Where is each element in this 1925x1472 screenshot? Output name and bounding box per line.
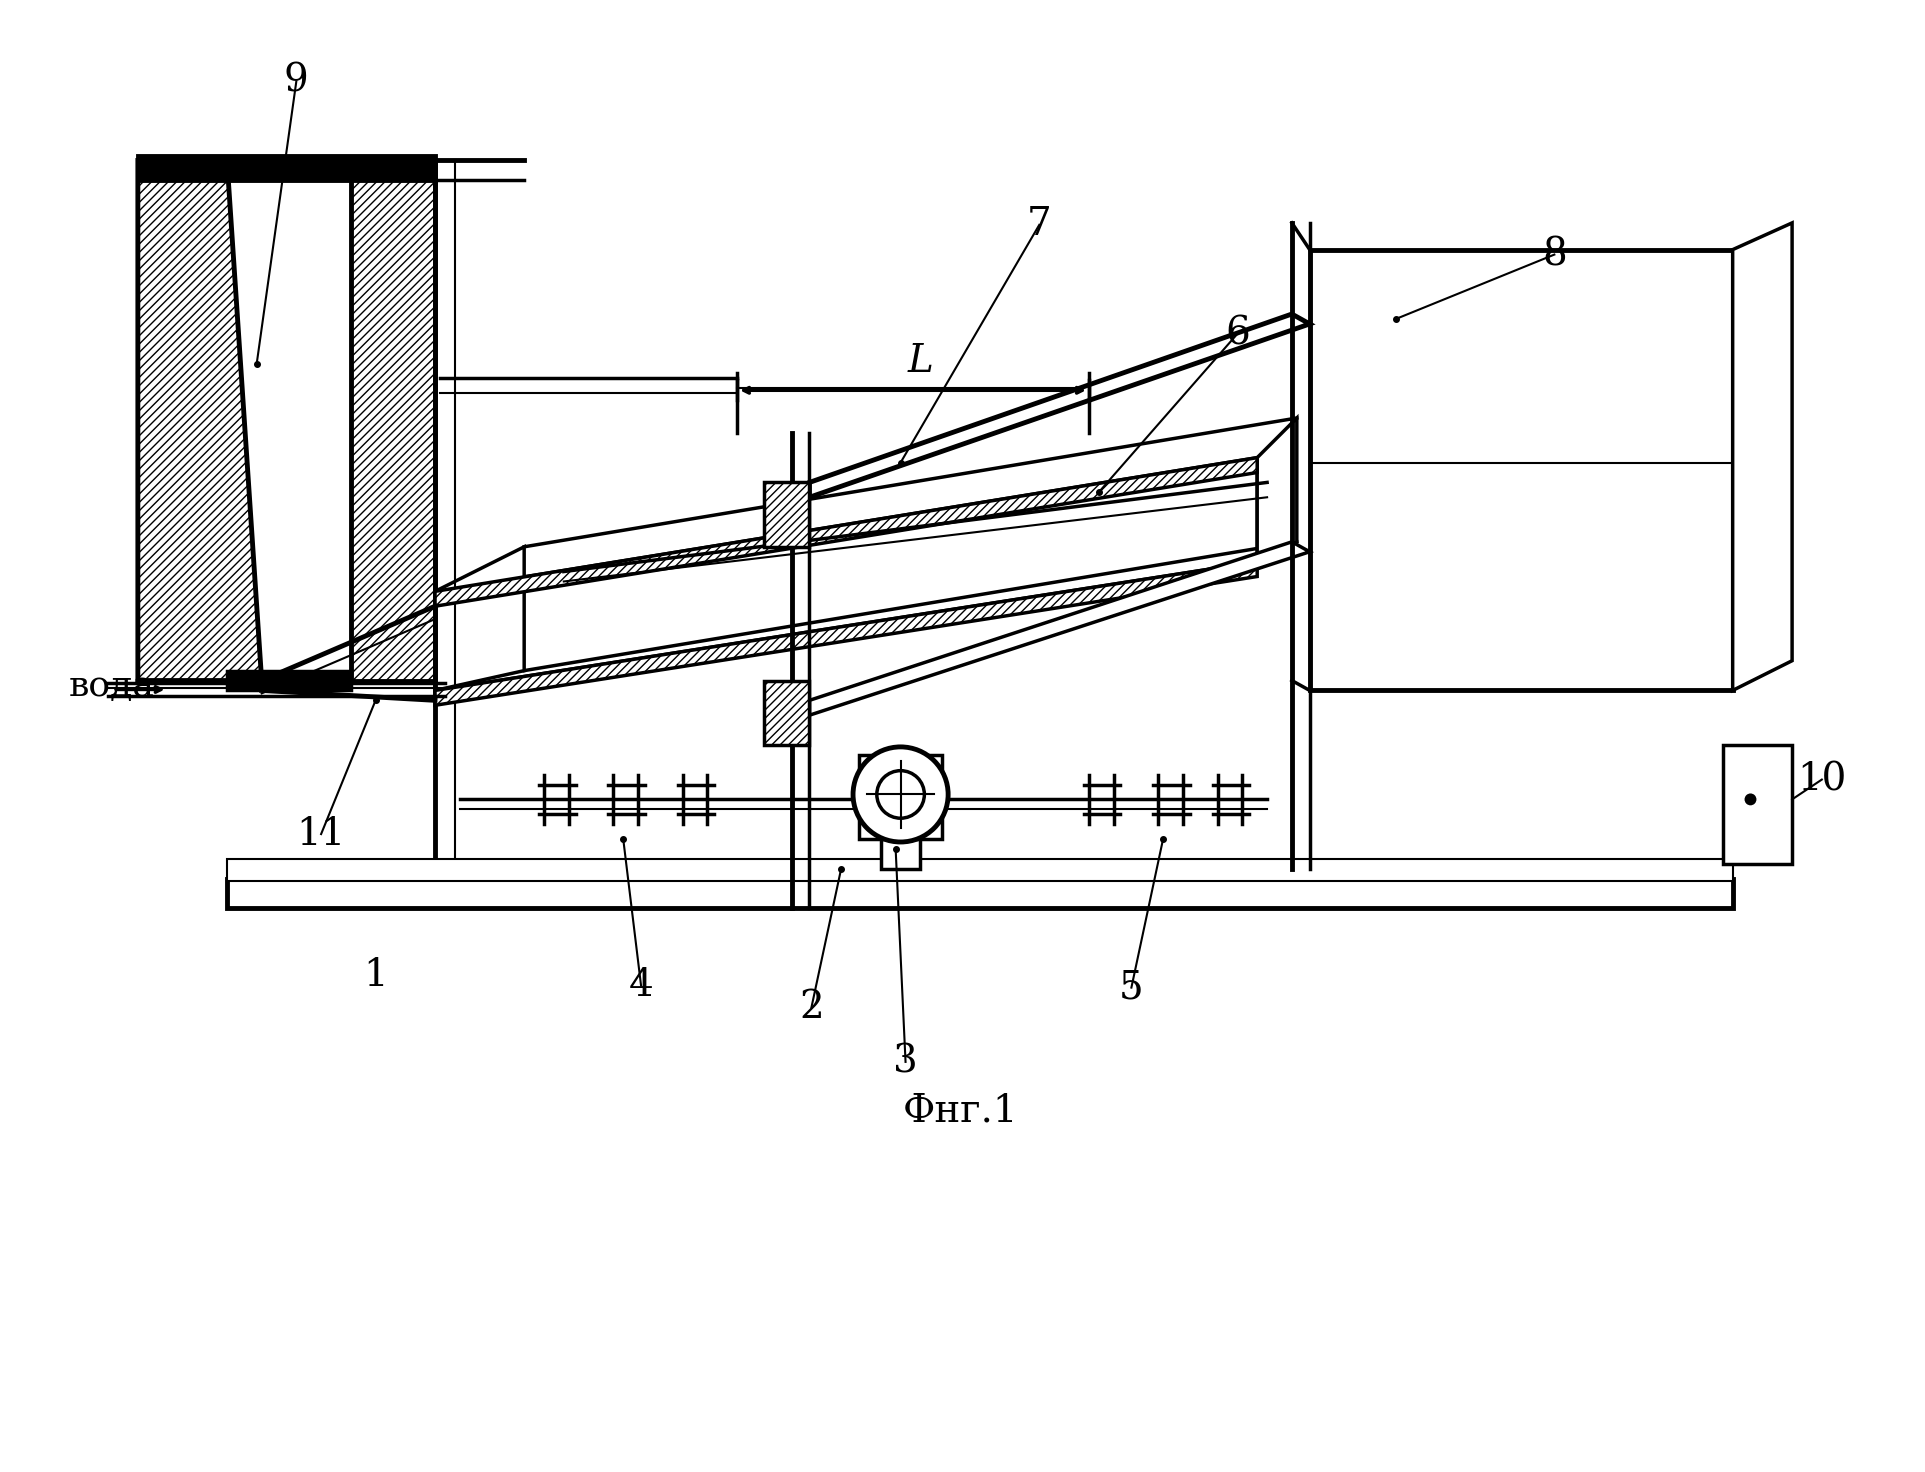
Polygon shape: [1257, 418, 1297, 562]
Text: 10: 10: [1798, 761, 1846, 798]
Polygon shape: [882, 839, 920, 868]
Text: 4: 4: [629, 967, 653, 1004]
Polygon shape: [808, 542, 1309, 715]
Polygon shape: [435, 562, 1257, 705]
Polygon shape: [139, 160, 262, 680]
Polygon shape: [1732, 222, 1792, 690]
Polygon shape: [1723, 745, 1792, 864]
Text: 11: 11: [296, 815, 346, 852]
Polygon shape: [227, 879, 1732, 908]
Polygon shape: [435, 458, 1257, 606]
Polygon shape: [139, 156, 435, 180]
Circle shape: [853, 746, 949, 842]
Text: 2: 2: [799, 989, 824, 1026]
Text: L: L: [907, 343, 934, 380]
Polygon shape: [435, 546, 524, 690]
Polygon shape: [350, 160, 435, 680]
Text: 9: 9: [285, 63, 308, 100]
Text: 7: 7: [1026, 206, 1051, 243]
Text: 3: 3: [893, 1044, 918, 1080]
Text: 5: 5: [1118, 969, 1143, 1005]
Text: вода: вода: [69, 670, 154, 704]
Polygon shape: [435, 458, 1257, 690]
Text: 1: 1: [364, 957, 389, 994]
Polygon shape: [764, 680, 808, 745]
Circle shape: [1744, 793, 1756, 805]
Polygon shape: [227, 671, 350, 690]
Text: Фнг.1: Фнг.1: [903, 1092, 1018, 1130]
Polygon shape: [1309, 250, 1732, 690]
Polygon shape: [808, 314, 1309, 498]
Text: 8: 8: [1542, 236, 1567, 274]
Text: 6: 6: [1224, 315, 1249, 352]
Polygon shape: [764, 483, 808, 546]
Polygon shape: [227, 858, 1732, 880]
Polygon shape: [859, 755, 941, 839]
